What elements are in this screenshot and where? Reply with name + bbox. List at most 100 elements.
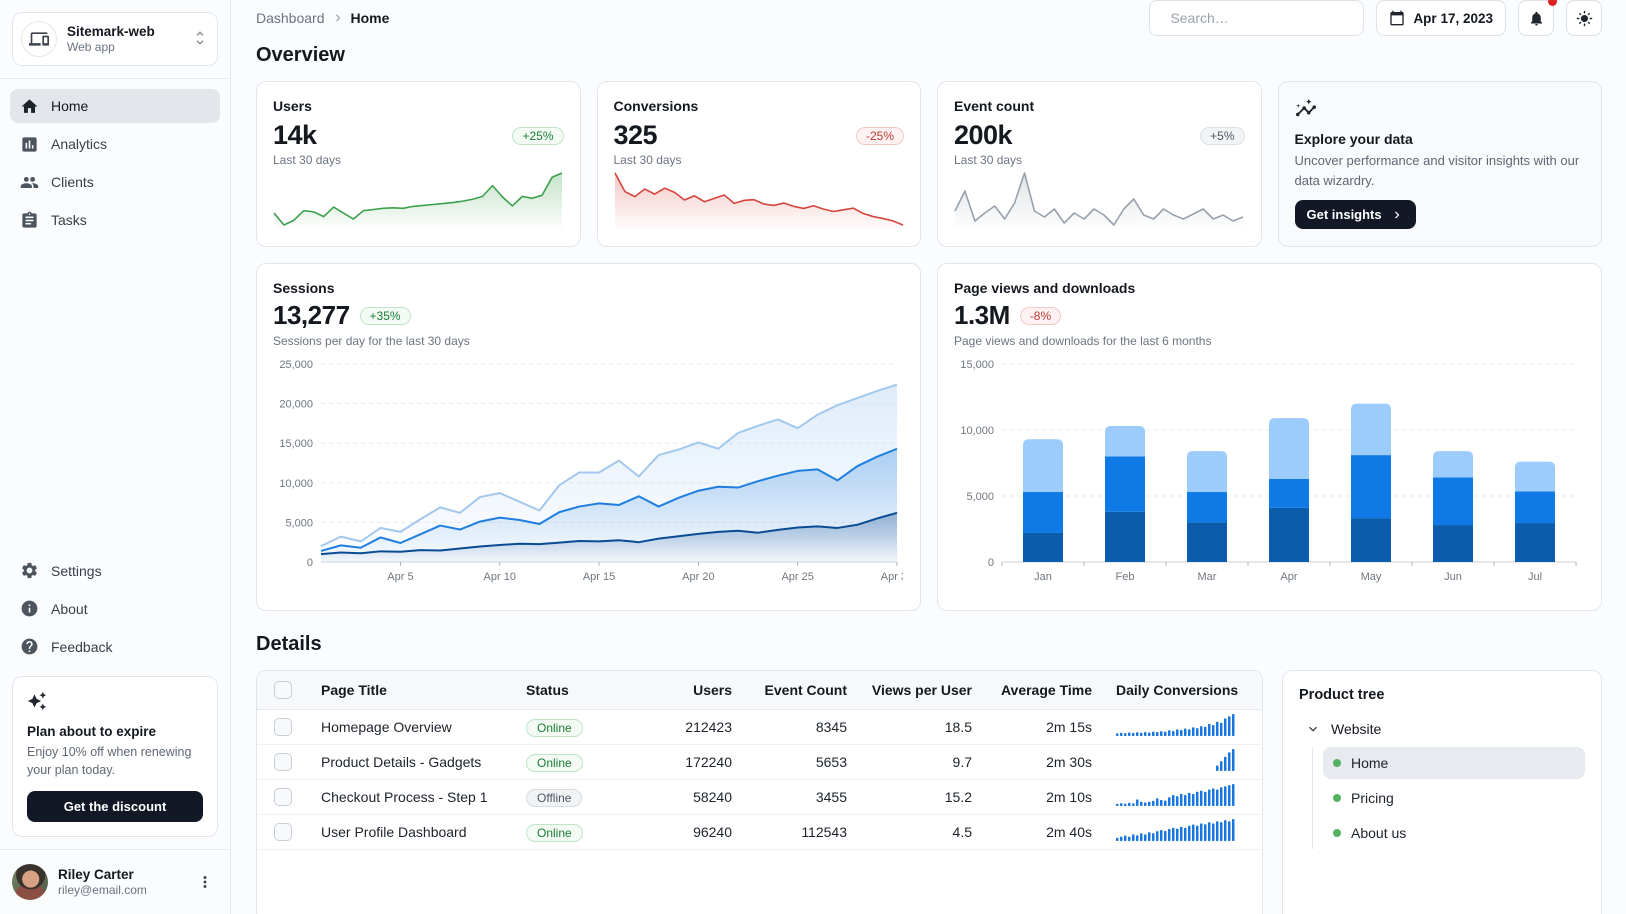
stat-value: 325: [613, 120, 658, 150]
avatar: [12, 864, 48, 900]
nav-label: Tasks: [51, 212, 87, 228]
col-header-event-count: Event Count: [744, 671, 859, 710]
cell-average-time: 2m 15s: [984, 709, 1104, 745]
details-table-card: Page Title Status Users Event Count View…: [256, 670, 1263, 914]
workspace-select[interactable]: Sitemark-web Web app: [12, 12, 218, 66]
chevron-right-icon: [331, 11, 345, 25]
conversions-sparkline: [613, 172, 903, 228]
breadcrumb-dashboard[interactable]: Dashboard: [256, 10, 325, 26]
user-menu-button[interactable]: [192, 869, 218, 895]
sidebar-item-feedback[interactable]: Feedback: [10, 630, 220, 664]
plan-card-title: Plan about to expire: [27, 723, 157, 739]
people-icon: [20, 173, 39, 192]
info-icon: [20, 599, 39, 618]
insights-icon: [1295, 98, 1586, 123]
svg-text:0: 0: [988, 557, 994, 569]
svg-text:Feb: Feb: [1116, 571, 1135, 583]
col-header-page-title: Page Title: [309, 671, 514, 710]
row-checkbox[interactable]: [274, 717, 292, 736]
unfold-more-icon: [191, 29, 209, 50]
table-row: Homepage Overview Online 212423 8345 18.…: [257, 709, 1262, 745]
sidebar-item-about[interactable]: About: [10, 592, 220, 626]
delta-badge: +25%: [512, 126, 564, 145]
analytics-icon: [20, 135, 39, 154]
home-icon: [20, 97, 39, 116]
devices-icon: [21, 21, 57, 57]
main-content: Dashboard Home Apr 17, 2023: [231, 0, 1626, 914]
cell-views-per-user: 9.7: [859, 744, 984, 780]
cell-views-per-user: 18.5: [859, 709, 984, 745]
nav-label: Settings: [51, 562, 102, 579]
breadcrumb: Dashboard Home: [256, 10, 389, 26]
get-insights-label: Get insights: [1306, 207, 1382, 222]
sidebar-item-tasks[interactable]: Tasks: [10, 203, 220, 237]
conversions-stat-card: Conversions 325 -25% Last 30 days: [596, 81, 921, 247]
row-checkbox[interactable]: [274, 752, 292, 771]
notifications-button[interactable]: [1518, 0, 1557, 36]
sessions-chart-card: Sessions 13,277 +35% Sessions per day fo…: [256, 263, 921, 611]
sidebar-item-clients[interactable]: Clients: [10, 165, 220, 199]
svg-text:Jan: Jan: [1034, 571, 1052, 583]
explore-title: Explore your data: [1294, 131, 1413, 147]
assignment-icon: [20, 211, 39, 230]
tree-node-website[interactable]: Website: [1299, 713, 1585, 745]
tree-item-pricing[interactable]: Pricing: [1323, 782, 1585, 814]
cell-page-title: User Profile Dashboard: [309, 814, 514, 850]
sidebar-item-analytics[interactable]: Analytics: [10, 127, 220, 161]
calendar-icon: [1390, 10, 1405, 26]
col-header-daily-conversions: Daily Conversions: [1104, 671, 1262, 710]
svg-text:15,000: 15,000: [279, 438, 313, 450]
svg-text:Apr: Apr: [1280, 571, 1297, 583]
col-header-users: Users: [634, 671, 744, 710]
sidebar-item-home[interactable]: Home: [10, 89, 220, 123]
charts-row: Sessions 13,277 +35% Sessions per day fo…: [256, 263, 1602, 611]
stat-caption: Last 30 days: [273, 153, 342, 167]
breadcrumb-home: Home: [350, 10, 390, 26]
status-badge: Online: [526, 718, 583, 737]
top-controls: Apr 17, 2023: [1149, 0, 1602, 36]
get-insights-button[interactable]: Get insights: [1294, 200, 1416, 229]
svg-text:Mar: Mar: [1198, 571, 1217, 583]
pageviews-value: 1.3M: [954, 300, 1010, 330]
sessions-area-chart: 0 5,000 10,000 15,000 20,000 25,000 Apr 5 Apr 1…: [279, 359, 913, 583]
row-checkbox[interactable]: [274, 787, 292, 806]
user-name: Riley Carter: [58, 866, 134, 882]
table-row: Product Details - Gadgets Online 172240 …: [257, 744, 1262, 780]
search-input[interactable]: [1168, 9, 1354, 27]
select-all-checkbox[interactable]: [274, 680, 292, 699]
chevron-right-icon: [1394, 211, 1399, 218]
product-tree-card: Product tree Website Home Pricing: [1282, 670, 1602, 914]
theme-toggle-button[interactable]: [1566, 0, 1602, 36]
users-stat-card: Users 14k +25% Last 30 days: [256, 81, 581, 247]
delta-badge: -25%: [855, 126, 904, 145]
sidebar-item-settings[interactable]: Settings: [10, 554, 220, 588]
explore-data-card: Explore your data Uncover performance an…: [1277, 81, 1602, 247]
help-icon: [20, 637, 39, 656]
pageviews-bar-chart: 0 5,000 10,000 15,000 Jan Feb Mar Apr May Jun Jul: [960, 359, 1577, 583]
get-discount-button[interactable]: Get the discount: [27, 791, 203, 822]
delta-badge: +5%: [1200, 126, 1245, 145]
cell-views-per-user: 15.2: [859, 779, 984, 815]
svg-text:0: 0: [307, 557, 313, 569]
date-picker-button[interactable]: Apr 17, 2023: [1376, 0, 1506, 36]
cell-users: 212423: [634, 709, 744, 745]
explore-body: Uncover performance and visitor insights…: [1294, 153, 1580, 188]
green-dot-icon: [1333, 794, 1341, 802]
primary-nav: Home Analytics Clients Tasks: [0, 79, 230, 241]
cell-users: 96240: [634, 814, 744, 850]
cell-event-count: 5653: [744, 744, 859, 780]
workspace-name: Sitemark-web: [67, 23, 155, 39]
tree-item-about-us[interactable]: About us: [1323, 817, 1585, 849]
svg-text:5,000: 5,000: [966, 491, 994, 503]
overview-title: Overview: [256, 44, 345, 66]
status-badge: Offline: [526, 788, 583, 807]
row-checkbox[interactable]: [274, 822, 292, 841]
svg-text:10,000: 10,000: [279, 478, 313, 490]
status-badge: Online: [526, 753, 583, 772]
green-dot-icon: [1333, 829, 1341, 837]
tree-item-label: Home: [1351, 755, 1389, 771]
svg-text:Apr 15: Apr 15: [583, 571, 615, 583]
tree-item-home[interactable]: Home: [1323, 747, 1585, 779]
cell-page-title: Checkout Process - Step 1: [309, 779, 514, 815]
stat-caption: Last 30 days: [954, 153, 1023, 167]
